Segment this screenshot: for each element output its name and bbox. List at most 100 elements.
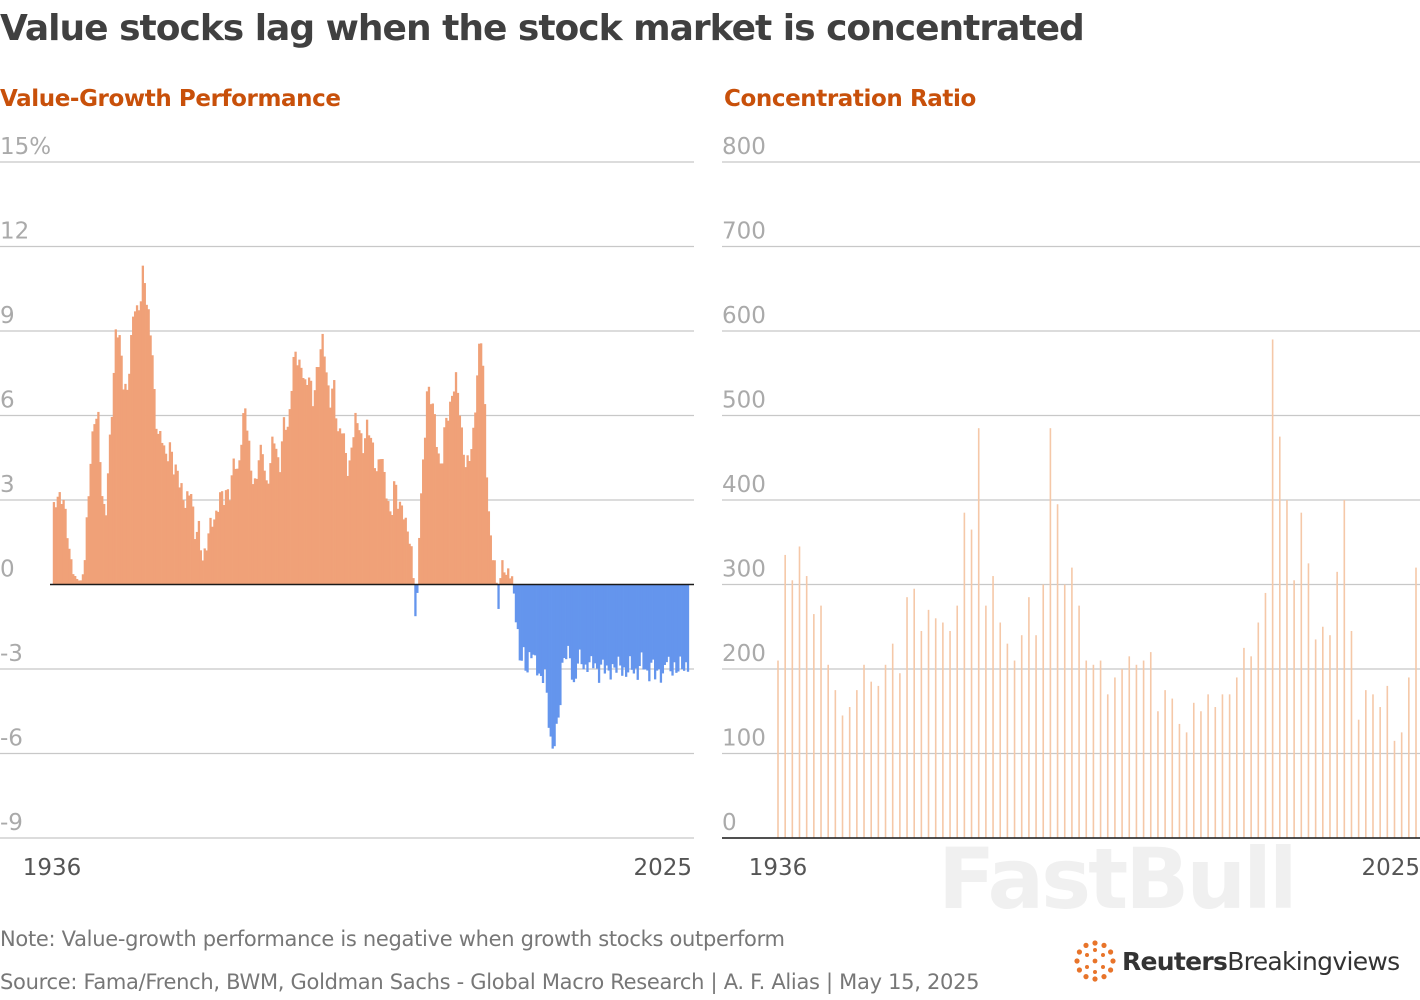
bar	[624, 584, 628, 677]
bar	[1207, 694, 1209, 838]
bar	[1142, 660, 1145, 838]
bar	[650, 584, 653, 663]
bar	[360, 433, 363, 585]
bar	[377, 459, 380, 585]
bar	[219, 492, 222, 585]
bar	[64, 508, 67, 585]
bar	[286, 426, 289, 585]
left-panel-title: Value-Growth Performance	[0, 86, 341, 112]
bar	[304, 379, 307, 585]
bar	[342, 433, 346, 585]
concentration-ratio-chart: 800 700 600 500 400 300 200 100 0 1936 2025	[722, 134, 1420, 881]
bar	[364, 438, 367, 585]
bar	[514, 584, 518, 623]
bar	[133, 311, 137, 585]
bar	[103, 503, 106, 585]
bar	[147, 309, 150, 585]
bar	[992, 576, 994, 838]
bar	[234, 468, 237, 585]
bar	[139, 301, 143, 585]
bar	[913, 588, 916, 838]
bar	[1293, 580, 1295, 838]
bar	[159, 431, 162, 585]
bar	[1235, 677, 1238, 838]
bar	[406, 531, 409, 585]
bar	[1078, 605, 1080, 838]
bar	[118, 335, 121, 585]
bar	[464, 467, 467, 585]
bar	[162, 445, 166, 585]
bar	[253, 478, 257, 585]
y-tick-label: 0	[722, 810, 737, 836]
bar	[108, 434, 112, 585]
bar	[315, 367, 318, 585]
bar	[188, 495, 191, 585]
bar	[501, 560, 504, 585]
bar	[197, 520, 201, 585]
y-tick-label: 300	[722, 557, 766, 583]
bar	[449, 401, 452, 585]
bar	[574, 584, 578, 679]
bar	[663, 584, 666, 665]
bar	[91, 431, 94, 585]
bar	[1214, 707, 1217, 838]
bar	[528, 584, 531, 653]
bar	[371, 442, 375, 585]
bar	[298, 359, 301, 585]
bar	[209, 517, 212, 585]
bar	[170, 451, 174, 585]
bar	[553, 584, 556, 747]
y-tick-label: 15%	[0, 134, 51, 160]
bar	[190, 494, 193, 585]
bar	[638, 584, 641, 667]
bar	[675, 584, 678, 673]
bar	[402, 519, 405, 585]
bar	[468, 461, 471, 585]
bar	[1228, 694, 1231, 838]
y-tick-label: 800	[722, 134, 766, 160]
bar	[443, 427, 446, 585]
bar	[275, 448, 278, 585]
bar	[126, 389, 129, 585]
bar	[441, 463, 444, 585]
bar	[985, 605, 987, 838]
bar	[549, 584, 552, 737]
bar	[563, 584, 566, 658]
bar	[350, 447, 353, 585]
bar	[474, 412, 477, 585]
bar	[182, 500, 185, 585]
bar	[578, 584, 581, 650]
bar	[195, 531, 199, 585]
bar	[412, 578, 415, 585]
bar	[555, 584, 558, 724]
bar	[499, 578, 502, 585]
bar	[1336, 571, 1338, 838]
bar	[172, 474, 175, 585]
bar	[433, 414, 436, 585]
bar	[1128, 656, 1131, 838]
bar	[199, 550, 203, 585]
bar	[143, 283, 146, 585]
bar	[1200, 711, 1202, 838]
bar	[58, 492, 61, 585]
bar	[220, 491, 224, 585]
bar	[648, 584, 651, 682]
bar	[141, 265, 145, 585]
y-tick-label: -6	[0, 726, 23, 752]
bar	[460, 427, 463, 585]
bar	[505, 574, 508, 585]
bar	[526, 584, 529, 673]
bar	[661, 584, 665, 674]
bar	[344, 452, 347, 585]
bar	[396, 508, 400, 585]
bar	[777, 660, 779, 838]
bar	[603, 584, 607, 674]
bar	[949, 630, 951, 838]
bar	[269, 463, 272, 585]
bar	[686, 584, 690, 672]
bar	[60, 503, 63, 585]
bar	[420, 493, 423, 585]
bar	[385, 498, 388, 585]
bar	[999, 622, 1002, 838]
bar	[379, 459, 382, 585]
